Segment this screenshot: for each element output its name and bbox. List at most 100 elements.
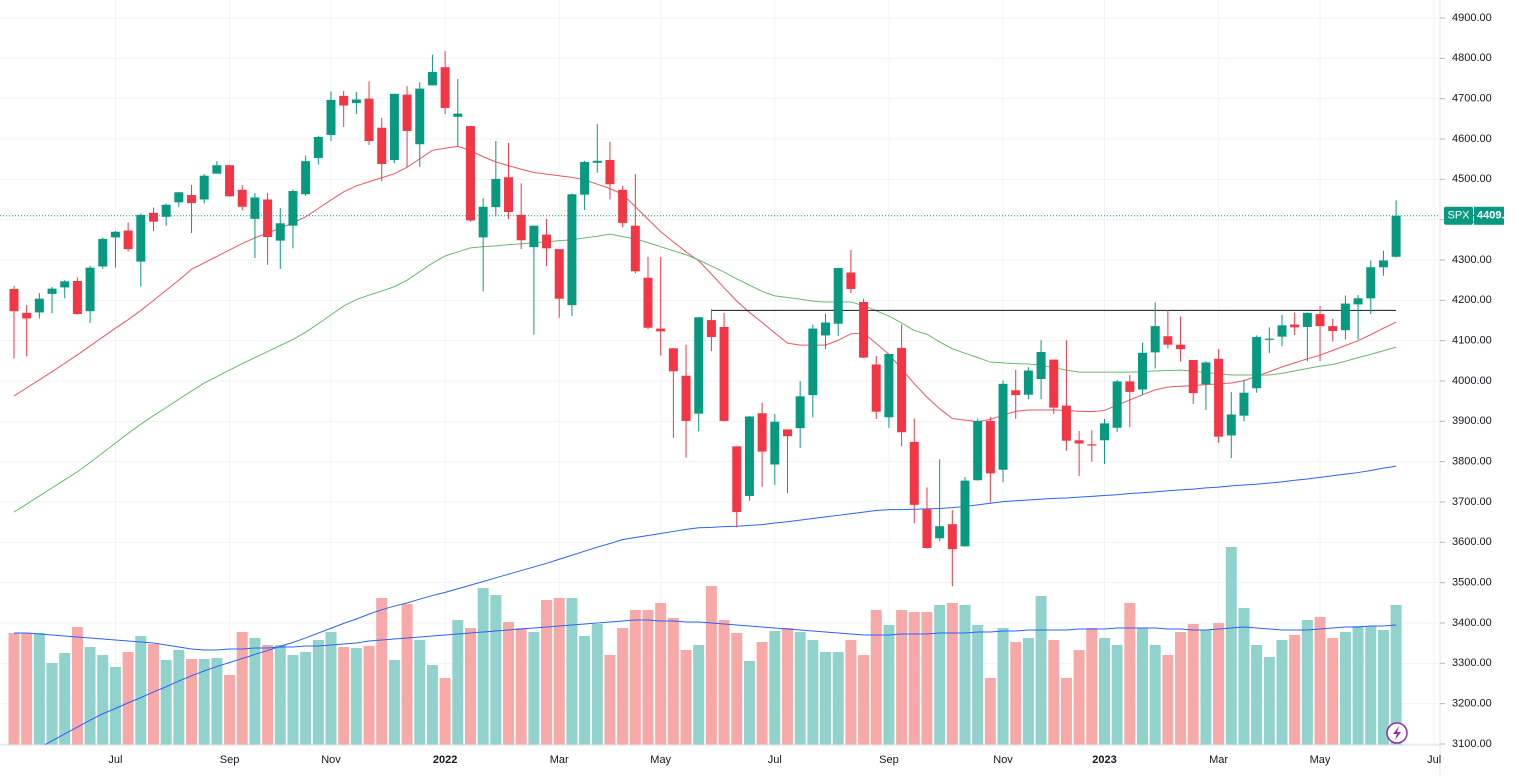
candle-body [516, 214, 526, 241]
volume-bar [528, 632, 540, 745]
x-tick-label: Jul [768, 754, 782, 766]
volume-bar [262, 645, 274, 745]
candle-body [1353, 298, 1363, 305]
volume-bar [807, 640, 819, 745]
y-tick-label: 3500.00 [1452, 577, 1492, 589]
volume-bar [350, 648, 362, 745]
candle-body [1252, 337, 1262, 389]
candle-body [326, 99, 336, 135]
candle-body [148, 212, 158, 222]
plot-area [0, 51, 1440, 745]
volume-bar [579, 636, 591, 745]
candle-body [1378, 260, 1388, 268]
volume-bar [426, 665, 438, 745]
symbol-badge [1444, 206, 1473, 225]
volume-bar [1073, 650, 1085, 745]
volume-bar [388, 660, 400, 745]
volume-bar [1377, 630, 1389, 745]
volume-ma-line [14, 619, 1397, 651]
candle-body [529, 225, 539, 248]
volume-bar [135, 636, 147, 745]
volume-bar [490, 595, 502, 745]
candle-body [110, 231, 120, 238]
candle-body [1214, 358, 1224, 437]
candle-body [351, 99, 361, 104]
volume-bar [743, 661, 755, 745]
volume-bar [1339, 632, 1351, 745]
candle-body [1061, 405, 1071, 441]
candle-body [592, 160, 602, 163]
volume-bar [972, 625, 984, 745]
candle-body [212, 165, 222, 174]
volume-bar [122, 652, 134, 745]
candle-body [567, 194, 577, 306]
candle-body [922, 509, 932, 548]
y-tick-label: 4700.00 [1452, 93, 1492, 105]
x-tick-label: 2022 [433, 754, 457, 766]
x-tick-label: Sep [879, 754, 899, 766]
candle-body [123, 230, 133, 250]
volume-bar [1225, 547, 1237, 745]
candle-body [1036, 351, 1046, 379]
volume-bar [186, 659, 198, 745]
volume-bar [452, 620, 464, 745]
volume-bar [287, 655, 299, 745]
volume-bar [1060, 678, 1072, 745]
volume-bar [1022, 638, 1034, 745]
volume-bar [1010, 642, 1022, 745]
volume-bar [908, 612, 920, 745]
candle-body [1188, 360, 1198, 394]
y-tick-label: 4500.00 [1452, 173, 1492, 185]
volume-bar [1162, 655, 1174, 745]
volume-bar [198, 659, 210, 745]
lightning-icon[interactable] [1386, 722, 1408, 744]
y-tick-label: 3900.00 [1452, 415, 1492, 427]
candle-body [389, 93, 399, 160]
x-tick-label: Jul [108, 754, 122, 766]
candle-body [1328, 326, 1338, 331]
volume-bar [1098, 638, 1110, 745]
candle-body [795, 396, 805, 429]
volume-bar [274, 645, 286, 745]
volume-bar [1390, 605, 1402, 745]
candle-body [1366, 267, 1376, 299]
volume-bar [236, 632, 248, 745]
axis-layer: 3100.00 3200.00 3300.00 3400.00 3500.00 3600.… [108, 12, 1515, 766]
candle-body [98, 239, 108, 267]
candle-body [782, 429, 792, 437]
candle-body [580, 161, 590, 195]
volume-bar [1200, 630, 1212, 745]
volume-bar [642, 610, 654, 745]
y-tick-label: 4000.00 [1452, 375, 1492, 387]
candle-body [364, 98, 374, 142]
candle-body [1391, 215, 1401, 257]
candle-body [656, 328, 666, 332]
candle-body [821, 322, 831, 336]
candle-body [1302, 312, 1312, 327]
candle-body [85, 267, 95, 312]
moving-average-line [13, 145, 1397, 423]
y-tick-label: 3200.00 [1452, 698, 1492, 710]
candle-body [263, 199, 273, 238]
volume-bar [1352, 626, 1364, 745]
candle-body [770, 421, 780, 465]
candle-body [199, 175, 209, 200]
volume-bar [46, 663, 58, 745]
volume-bar [249, 638, 261, 745]
candle-body [60, 281, 70, 288]
candle-body [174, 192, 184, 203]
candle-body [998, 383, 1008, 470]
volume-bar [756, 642, 768, 745]
x-tick-label: Jul [1427, 754, 1441, 766]
candle-body [453, 113, 463, 117]
volume-bar [1086, 628, 1098, 745]
candle-body [681, 375, 691, 421]
candle-body [225, 165, 235, 197]
candle-body [301, 161, 311, 195]
volume-bar [1149, 645, 1161, 745]
volume-bar [414, 640, 426, 745]
candle-body [187, 195, 197, 204]
volume-bar [845, 640, 857, 745]
y-tick-label: 3400.00 [1452, 617, 1492, 629]
candle-body [935, 526, 945, 539]
